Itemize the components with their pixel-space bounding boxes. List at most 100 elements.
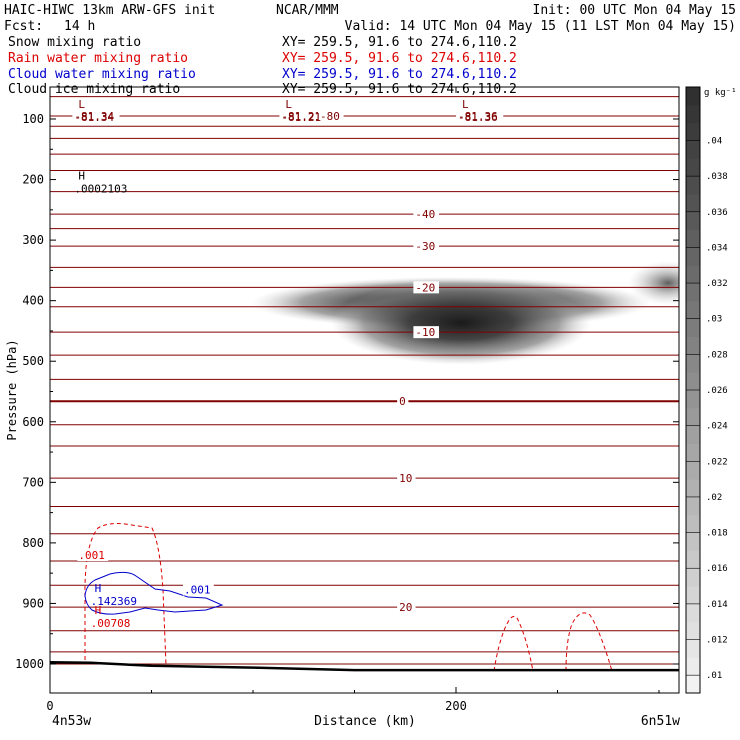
x-axis-label: Distance (km) [314, 714, 416, 729]
y-tick-label: 800 [22, 536, 44, 550]
extreme-value: .00708 [91, 617, 131, 630]
extreme-markers: L-81.34L-81.21L-81.36H.0002103H.142369H.… [74, 98, 497, 630]
colorbar-cell [686, 407, 700, 427]
x-endpoint-right: 6n51w [641, 714, 680, 729]
field-xy-snow: XY= 259.5, 91.6 to 274.6,110.2 [282, 35, 517, 50]
colorbar-cell [686, 336, 700, 355]
y-tick-label: 400 [22, 294, 44, 308]
plot-area: -81.34 -81.21-80 -81.36 -40 -30 -20 -10 0 10 20 L… [50, 96, 679, 672]
isotherm-label: 10 [399, 472, 412, 485]
colorbar-tick-label: .02 [706, 493, 722, 503]
colorbar-tick-label: .012 [706, 636, 728, 646]
rain-contour-left [84, 523, 167, 666]
contour-label-bg [77, 549, 109, 561]
isotherm-label: 0 [399, 395, 406, 408]
colorbar-cell [686, 87, 700, 106]
x-tick-label: 200 [445, 699, 467, 713]
field-name-rain: Rain water mixing ratio [8, 51, 188, 66]
isotherm-label-bg [413, 326, 439, 339]
colorbar-cell [686, 283, 700, 302]
header-fcst-value: 14 h [64, 19, 95, 34]
isotherm-lines: -81.34 -81.21-80 -81.36 -40 -30 -20 -10 0 10 20 [50, 96, 679, 665]
colorbar-cells [686, 87, 700, 694]
isotherm-label-bg [397, 395, 409, 408]
colorbar-cell [686, 621, 700, 641]
y-tick-label: 200 [22, 173, 44, 187]
colorbar-unit: g kg⁻¹ [704, 88, 737, 98]
colorbar-cell [686, 550, 700, 569]
colorbar-cell [686, 354, 700, 373]
colorbar-cell [686, 425, 700, 444]
colorbar-tick-label: .01 [706, 671, 722, 681]
isotherm-label-bg [397, 601, 416, 614]
isotherm-label-bg [317, 109, 344, 122]
colorbar-tick-label: .028 [706, 350, 728, 360]
y-tick-label: 1000 [15, 657, 44, 671]
isotherm-label: -40 [415, 208, 435, 221]
plot-frame [49, 86, 680, 694]
y-tick-label: 900 [22, 596, 44, 610]
isotherm-label: -80 [320, 110, 340, 123]
extreme-marker-H: H [95, 604, 102, 617]
extreme-value: -81.36 [458, 111, 498, 124]
colorbar-tick-label: .038 [706, 172, 728, 182]
extreme-marker-L: L [462, 98, 469, 111]
header-valid: Valid: 14 UTC Mon 04 May 15 (11 LST Mon … [345, 19, 736, 34]
header-title: HAIC-HIWC 13km ARW-GFS init [4, 3, 215, 18]
rain-contours [84, 523, 613, 672]
colorbar-cell [686, 193, 700, 213]
y-tick-label: 100 [22, 112, 44, 126]
colorbar-cell [686, 532, 700, 551]
colorbar-cell [686, 158, 700, 177]
snow-shading-edge [628, 260, 679, 305]
colorbar-tick-label: .032 [706, 279, 728, 289]
header-org: NCAR/MMM [276, 3, 339, 18]
colorbar-cell [686, 639, 700, 658]
y-axis-label: Pressure (hPa) [5, 339, 19, 440]
colorbar-cell [686, 514, 700, 534]
colorbar-cell [686, 657, 700, 676]
isotherm-label-bg [279, 109, 327, 122]
isotherm-label: 20 [399, 601, 412, 614]
colorbar-cell [686, 104, 700, 124]
extreme-marker-H: H [95, 582, 102, 595]
extreme-value: .142369 [91, 595, 137, 608]
isotherm-label: -81.36 [458, 110, 498, 123]
field-name-cloud-ice: Cloud ice mixing ratio [8, 82, 180, 97]
field-xy-rain: XY= 259.5, 91.6 to 274.6,110.2 [282, 51, 517, 66]
x-axis: 0 200 [46, 87, 660, 713]
isotherm-label: -30 [415, 240, 435, 253]
colorbar-cell [686, 300, 700, 320]
field-name-cloud-water: Cloud water mixing ratio [8, 67, 196, 82]
snow-shading [251, 260, 679, 365]
header-fcst-label: Fcst: [4, 19, 43, 34]
extreme-marker-H: H [78, 169, 85, 182]
field-xy-cloud-water: XY= 259.5, 91.6 to 274.6,110.2 [282, 67, 517, 82]
colorbar-cell [686, 229, 700, 248]
contour-label: .001 [78, 549, 105, 562]
y-tick-label: 600 [22, 415, 44, 429]
isotherm-label: -81.21 [281, 110, 321, 123]
extreme-marker-L: L [285, 98, 292, 111]
colorbar-tick-label: .024 [706, 422, 728, 432]
rain-contour-right-1 [493, 615, 534, 672]
y-tick-label: 300 [22, 233, 44, 247]
y-tick-label: 500 [22, 354, 44, 368]
colorbar-cell [686, 586, 700, 605]
colorbar-cell [686, 140, 700, 159]
colorbar-cell [686, 496, 700, 516]
colorbar-tick-label: .026 [706, 386, 728, 396]
colorbar-tick-label: .018 [706, 529, 728, 539]
colorbar-cell [686, 372, 700, 391]
extreme-marker-L: L [78, 98, 85, 111]
field-name-snow: Snow mixing ratio [8, 35, 141, 50]
colorbar-cell [686, 122, 700, 141]
terrain-surface [50, 660, 679, 672]
field-xy-cloud-ice: XY= 259.5, 91.6 to 274.6,110.2 [282, 82, 517, 97]
snow-shading-core [331, 280, 592, 365]
colorbar-cell [686, 390, 700, 409]
isotherm-label-bg [413, 240, 439, 253]
colorbar-cell [686, 443, 700, 462]
contour-labels: .001 .001 [77, 549, 214, 597]
